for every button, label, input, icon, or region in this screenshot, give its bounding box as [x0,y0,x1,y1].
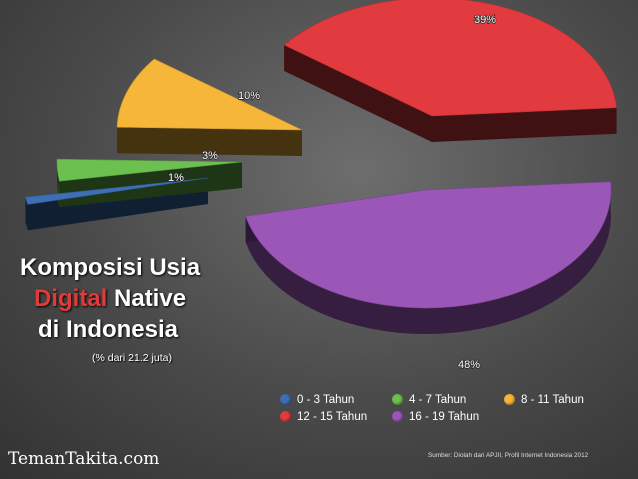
slice-label: 10% [238,90,260,102]
chart-subtitle: (% dari 21.2 juta) [92,352,172,364]
legend-swatch [392,394,403,405]
pie-slice-0-3Tahun [25,177,209,205]
slice-label: 39% [474,14,496,26]
pie-slice-4-7Tahun [56,158,243,182]
legend-label: 4 - 7 Tahun [409,393,467,406]
pie-slice-12-15Tahun [283,0,617,117]
chart-title: Komposisi Usia Digital Native di Indones… [20,252,260,345]
title-line-2: Digital Native [20,283,260,314]
title-line-3: di Indonesia [38,316,179,343]
slice-label: 48% [458,359,480,371]
title-line-2-rest: Native [107,285,187,312]
legend-label: 12 - 15 Tahun [297,410,368,423]
legend-swatch [504,394,515,405]
pie-slice-edge [117,127,302,156]
legend-item-0-3: 0 - 3 Tahun [280,392,392,407]
slice-label: 1% [168,172,184,184]
source-note: Sumber: Diolah dari APJII, Profil Intern… [428,452,589,459]
legend-item-4-7: 4 - 7 Tahun [392,392,504,407]
legend-swatch [392,411,403,422]
pie-slice-edge [432,107,617,142]
legend: 0 - 3 Tahun 4 - 7 Tahun 8 - 11 Tahun 12 … [280,392,620,424]
pie-slice-edge [284,45,432,142]
legend-item-16-19: 16 - 19 Tahun [392,409,504,424]
pie-slice-side [245,181,611,334]
pie-slice-8-11Tahun [116,58,303,131]
slice-label: 3% [202,150,218,162]
legend-item-8-11: 8 - 11 Tahun [504,392,616,407]
pie-slice-16-19Tahun [245,181,612,309]
legend-label: 8 - 11 Tahun [521,393,584,406]
legend-label: 16 - 19 Tahun [409,410,480,423]
title-accent-word: Digital [34,285,108,312]
title-line-1: Komposisi Usia [20,254,201,281]
legend-swatch [280,394,291,405]
brand-watermark: TemanTakita.com [8,449,160,469]
legend-item-12-15: 12 - 15 Tahun [280,409,392,424]
legend-label: 0 - 3 Tahun [297,393,355,406]
legend-swatch [280,411,291,422]
